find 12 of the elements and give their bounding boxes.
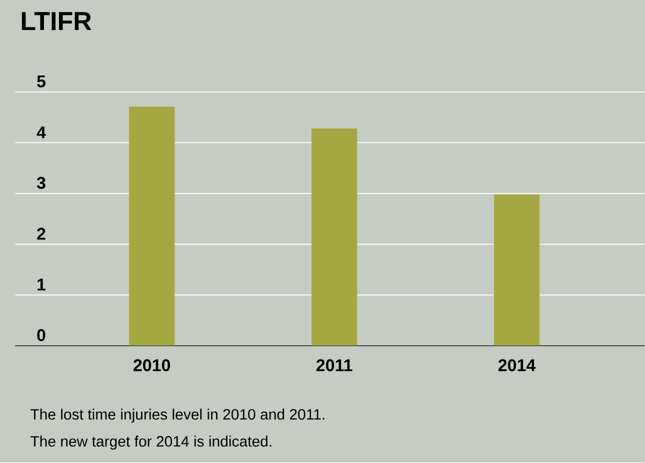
- chart-title: LTIFR: [22, 12, 92, 30]
- y-tick-label: 0: [37, 329, 46, 342]
- y-tick-label: 4: [36, 126, 46, 138]
- x-tick-label: 2014: [498, 359, 536, 372]
- x-tick-label: 2011: [316, 359, 352, 372]
- y-tick-label: 3: [36, 177, 46, 190]
- text: The new target for 2014 is indicated.: [30, 436, 272, 450]
- y-tick-label: 5: [37, 76, 46, 88]
- y-tick-label: 1: [38, 278, 46, 291]
- y-tick-label: 2: [37, 228, 46, 240]
- x-tick-label: 2010: [134, 359, 170, 372]
- text: The lost time injuries level in 2010 and 2011.: [30, 408, 324, 423]
